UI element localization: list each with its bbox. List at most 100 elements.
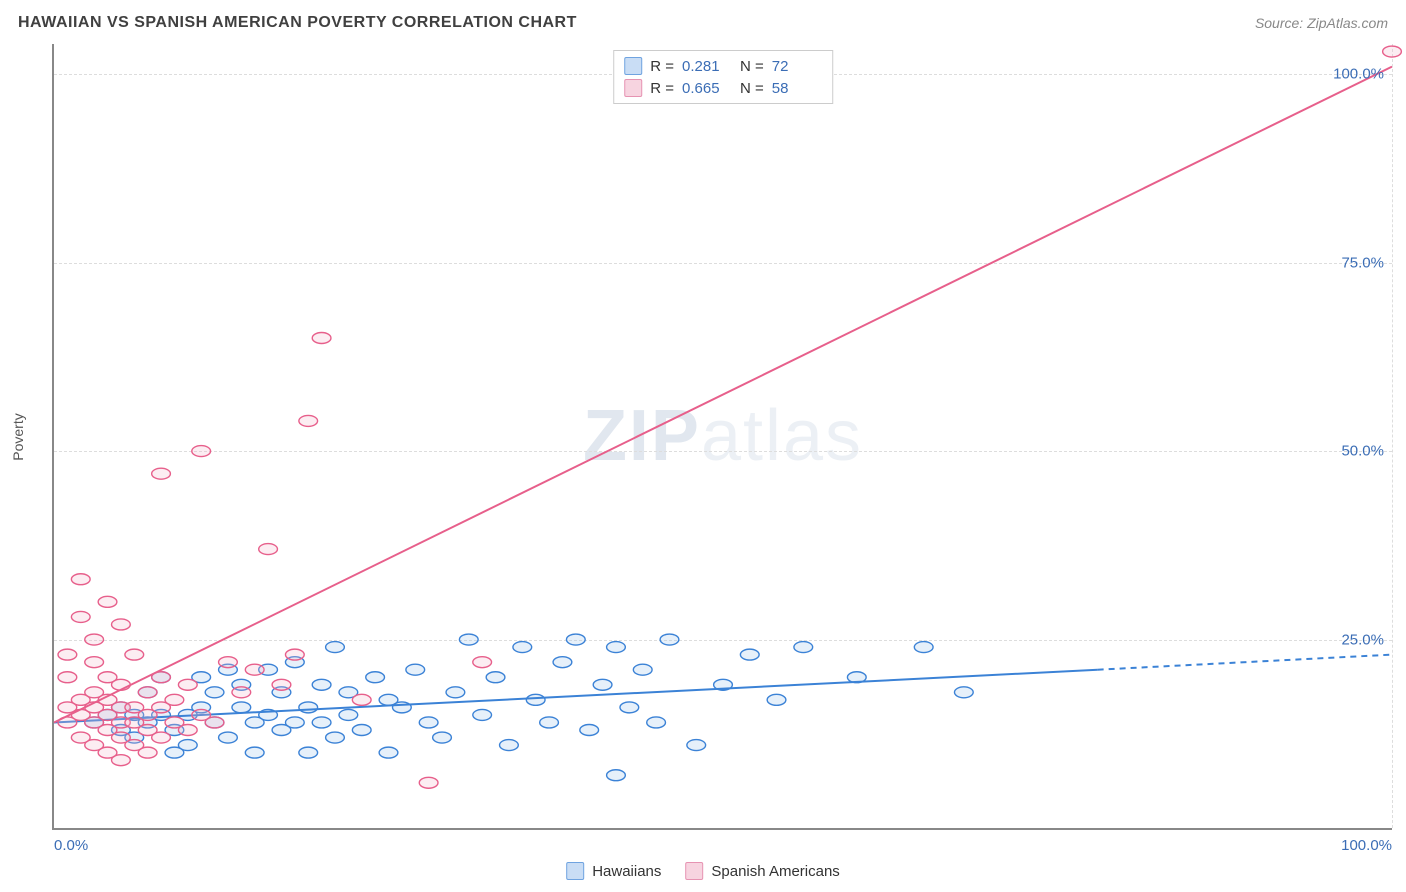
data-point — [553, 657, 572, 668]
data-point — [433, 732, 452, 743]
data-point — [607, 770, 626, 781]
data-point — [419, 717, 438, 728]
data-point — [205, 717, 224, 728]
data-point — [71, 574, 90, 585]
data-point — [178, 679, 197, 690]
legend-r-value: 0.665 — [682, 80, 732, 97]
data-point — [740, 649, 759, 660]
legend-series-label: Hawaiians — [592, 863, 661, 880]
data-point — [419, 777, 438, 788]
correlation-legend: R = 0.281 N = 72 R = 0.665 N = 58 — [613, 50, 833, 104]
legend-row: R = 0.281 N = 72 — [624, 55, 822, 77]
data-point — [285, 717, 304, 728]
data-point — [152, 468, 171, 479]
y-tick-label: 75.0% — [1341, 254, 1384, 271]
x-tick-min: 0.0% — [54, 837, 88, 854]
data-point — [299, 702, 318, 713]
data-point — [767, 694, 786, 705]
data-point — [406, 664, 425, 675]
legend-r-value: 0.281 — [682, 58, 732, 75]
data-point — [446, 687, 465, 698]
data-point — [112, 755, 131, 766]
data-point — [1383, 46, 1402, 57]
data-point — [219, 732, 238, 743]
data-point — [138, 687, 157, 698]
data-point — [259, 544, 278, 555]
data-point — [687, 740, 706, 751]
data-point — [339, 709, 358, 720]
legend-item: Hawaiians — [566, 862, 661, 880]
legend-swatch — [624, 57, 642, 75]
trend-line-extrapolated — [1098, 655, 1392, 670]
data-point — [486, 672, 505, 683]
data-point — [192, 446, 211, 457]
legend-n-label: N = — [740, 58, 764, 75]
legend-swatch — [685, 862, 703, 880]
chart-title: HAWAIIAN VS SPANISH AMERICAN POVERTY COR… — [18, 14, 577, 32]
data-point — [366, 672, 385, 683]
data-point — [473, 709, 492, 720]
data-point — [513, 642, 532, 653]
data-point — [660, 634, 679, 645]
data-point — [112, 619, 131, 630]
data-point — [312, 717, 331, 728]
trend-line — [54, 67, 1392, 723]
data-point — [85, 634, 104, 645]
y-axis-label: Poverty — [10, 413, 26, 460]
data-point — [540, 717, 559, 728]
data-point — [178, 740, 197, 751]
data-point — [71, 611, 90, 622]
data-point — [58, 672, 77, 683]
x-tick-max: 100.0% — [1341, 837, 1392, 854]
legend-series-label: Spanish Americans — [711, 863, 839, 880]
data-point — [580, 725, 599, 736]
source-attribution: Source: ZipAtlas.com — [1255, 15, 1388, 31]
legend-item: Spanish Americans — [685, 862, 839, 880]
data-point — [620, 702, 639, 713]
scatter-plot: ZIPatlas R =0.281N =72R =0.665N =58 25.0… — [52, 44, 1392, 830]
legend-r-label: R = — [650, 58, 674, 75]
data-point — [352, 725, 371, 736]
legend-swatch — [624, 79, 642, 97]
data-point — [352, 694, 371, 705]
legend-n-value: 72 — [772, 58, 822, 75]
data-point — [312, 679, 331, 690]
data-point — [232, 702, 251, 713]
data-point — [379, 747, 398, 758]
data-point — [272, 679, 291, 690]
data-point — [98, 596, 117, 607]
data-point — [312, 333, 331, 344]
legend-n-value: 58 — [772, 80, 822, 97]
data-point — [326, 642, 345, 653]
series-legend: Hawaiians Spanish Americans — [566, 862, 840, 880]
data-point — [526, 694, 545, 705]
legend-n-label: N = — [740, 80, 764, 97]
data-point — [178, 725, 197, 736]
data-point — [607, 642, 626, 653]
data-point — [85, 657, 104, 668]
data-point — [326, 732, 345, 743]
data-point — [914, 642, 933, 653]
data-point — [647, 717, 666, 728]
data-point — [152, 732, 171, 743]
data-point — [794, 642, 813, 653]
data-point — [138, 747, 157, 758]
legend-r-label: R = — [650, 80, 674, 97]
data-point — [165, 694, 184, 705]
data-point — [285, 649, 304, 660]
data-point — [500, 740, 519, 751]
data-point — [954, 687, 973, 698]
data-point — [299, 415, 318, 426]
y-tick-label: 100.0% — [1333, 66, 1384, 83]
y-tick-label: 50.0% — [1341, 443, 1384, 460]
data-point — [245, 747, 264, 758]
data-point — [125, 649, 144, 660]
data-point — [299, 747, 318, 758]
legend-row: R = 0.665 N = 58 — [624, 77, 822, 99]
data-point — [459, 634, 478, 645]
y-tick-label: 25.0% — [1341, 631, 1384, 648]
data-point — [566, 634, 585, 645]
data-point — [473, 657, 492, 668]
data-point — [245, 664, 264, 675]
data-point — [205, 687, 224, 698]
